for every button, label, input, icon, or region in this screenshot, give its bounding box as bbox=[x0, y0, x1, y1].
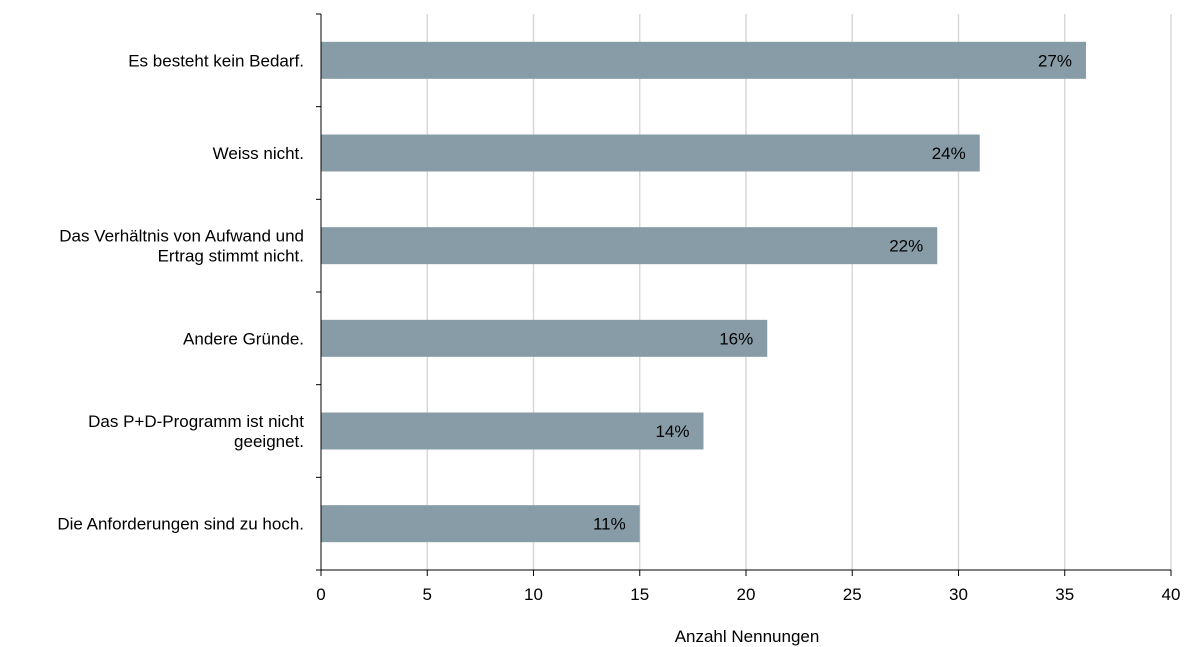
x-tick-label: 35 bbox=[1055, 585, 1074, 604]
data-label: 24% bbox=[932, 144, 966, 163]
data-label: 27% bbox=[1038, 51, 1072, 70]
bar bbox=[321, 134, 980, 172]
y-axis: Es besteht kein Bedarf. Weiss nicht. Das V… bbox=[57, 13, 322, 571]
category-label: Die Anforderungen sind zu hoch. bbox=[57, 515, 304, 534]
bar bbox=[321, 41, 1086, 79]
x-tick-label: 20 bbox=[737, 585, 756, 604]
bar bbox=[321, 412, 704, 450]
data-label: 22% bbox=[889, 237, 923, 256]
x-tick-label: 30 bbox=[949, 585, 968, 604]
bar bbox=[321, 227, 938, 265]
bars: 27% 24% 22% 16% 14% 11% bbox=[321, 41, 1086, 543]
x-tick-label: 5 bbox=[423, 585, 432, 604]
x-tick-label: 0 bbox=[316, 585, 325, 604]
data-label: 16% bbox=[719, 329, 753, 348]
category-label: Das P+D-Programm ist nicht geeignet. bbox=[88, 412, 304, 451]
x-tick-label: 25 bbox=[843, 585, 862, 604]
x-axis-title: Anzahl Nennungen bbox=[675, 627, 820, 646]
x-tick-label: 15 bbox=[630, 585, 649, 604]
bar bbox=[321, 505, 640, 543]
category-label: Andere Gründe. bbox=[183, 329, 304, 348]
x-axis: 0 5 10 15 20 25 30 35 40 bbox=[316, 569, 1181, 604]
category-label: Es besteht kein Bedarf. bbox=[128, 51, 304, 70]
bar bbox=[321, 319, 768, 357]
category-label: Das Verhältnis von Aufwand und Ertrag sti… bbox=[59, 227, 304, 266]
category-label: Weiss nicht. bbox=[213, 144, 304, 163]
x-tick-label: 10 bbox=[524, 585, 543, 604]
data-label: 11% bbox=[593, 515, 626, 534]
gridlines bbox=[426, 14, 1172, 570]
x-tick-label: 40 bbox=[1162, 585, 1181, 604]
data-label: 14% bbox=[655, 422, 689, 441]
